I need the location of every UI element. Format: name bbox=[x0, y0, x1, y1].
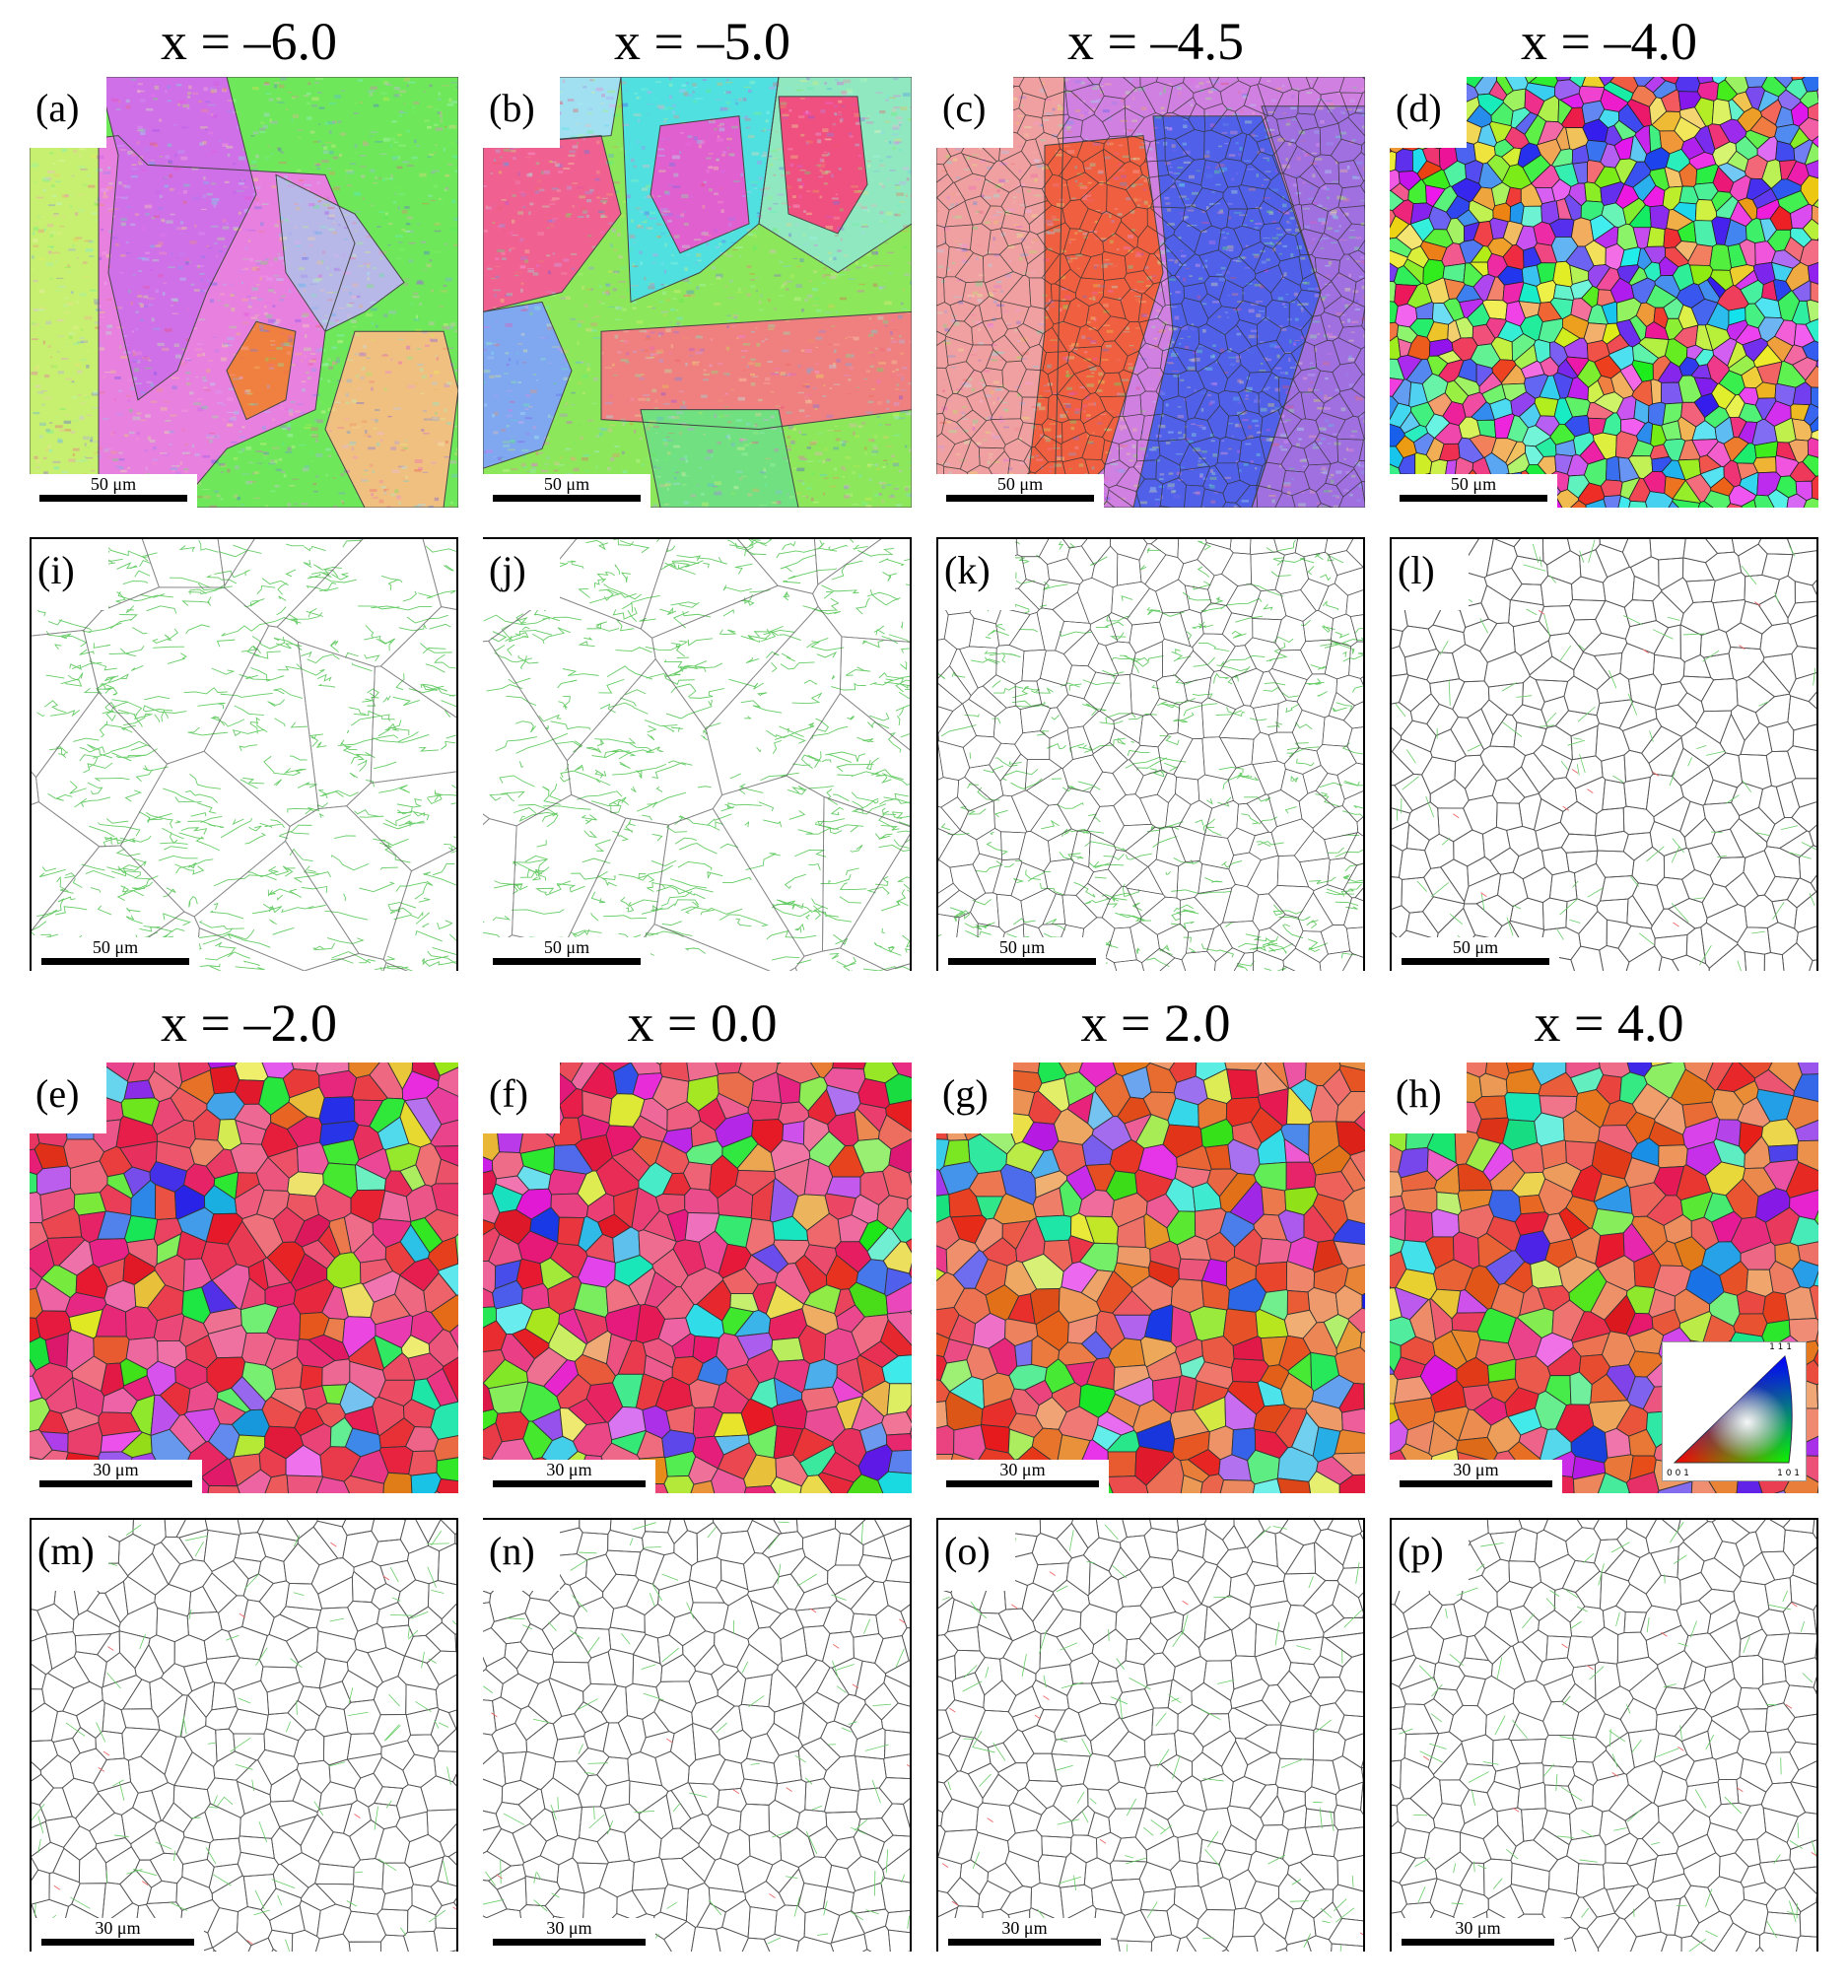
ebsd-map-g: (g) 30 μm bbox=[936, 1063, 1365, 1493]
boundary-map-m: (m) 30 μm bbox=[30, 1518, 458, 1952]
panel-label: (g) bbox=[942, 1071, 989, 1116]
panel-label: (p) bbox=[1398, 1529, 1444, 1573]
panel-label: (f) bbox=[489, 1071, 528, 1116]
panel-label: (a) bbox=[35, 86, 80, 130]
boundary-map-k: (k) 50 μm bbox=[936, 537, 1365, 971]
panel-label: (j) bbox=[489, 548, 526, 592]
boundary-map-o: (o) 30 μm bbox=[936, 1518, 1365, 1952]
scale-bar: 30 μm bbox=[32, 1918, 204, 1952]
scale-bar: 50 μm bbox=[483, 937, 650, 971]
column-title: x = –4.5 bbox=[1067, 12, 1244, 71]
scale-bar: 30 μm bbox=[483, 1918, 655, 1952]
boundary-map-j: (j) 50 μm bbox=[483, 537, 912, 971]
scale-bar: 50 μm bbox=[483, 474, 650, 508]
panel-label: (d) bbox=[1396, 86, 1442, 130]
boundary-map-n: (n) 30 μm bbox=[483, 1518, 912, 1952]
scale-bar: 50 μm bbox=[32, 937, 199, 971]
scale-bar: 50 μm bbox=[1390, 474, 1557, 508]
ebsd-map-e: (e) 30 μm bbox=[30, 1063, 458, 1493]
ebsd-map-f: (f) 30 μm bbox=[483, 1063, 912, 1493]
microstructure-texture bbox=[1390, 77, 1818, 508]
ipf-label-001: 0 0 1 bbox=[1667, 1469, 1689, 1478]
panel-label: (i) bbox=[37, 548, 75, 592]
scale-bar: 30 μm bbox=[483, 1460, 655, 1493]
column-title: x = –5.0 bbox=[614, 12, 790, 71]
scale-bar: 30 μm bbox=[936, 1460, 1109, 1493]
boundary-map-l: (l) 50 μm bbox=[1390, 537, 1818, 971]
boundary-map-i: (i) 50 μm bbox=[30, 537, 458, 971]
scale-bar: 50 μm bbox=[30, 474, 197, 508]
column-title: x = 4.0 bbox=[1534, 994, 1684, 1053]
scale-bar: 50 μm bbox=[938, 937, 1106, 971]
column-title: x = 0.0 bbox=[627, 994, 778, 1053]
panel-label: (e) bbox=[35, 1071, 80, 1116]
column-title: x = 2.0 bbox=[1080, 994, 1231, 1053]
column-title: x = –2.0 bbox=[161, 994, 337, 1053]
microstructure-texture bbox=[30, 77, 458, 508]
microstructure-texture bbox=[483, 77, 912, 508]
microstructure-texture bbox=[1392, 1520, 1816, 1952]
panel-label: (h) bbox=[1396, 1071, 1442, 1116]
scale-bar: 50 μm bbox=[1392, 937, 1559, 971]
panel-label: (c) bbox=[942, 86, 987, 130]
ipf-label-111: 1 1 1 bbox=[1769, 1342, 1792, 1352]
microstructure-texture bbox=[483, 539, 910, 971]
scale-bar: 30 μm bbox=[1390, 1460, 1562, 1493]
panel-label: (n) bbox=[489, 1529, 535, 1573]
ebsd-map-d: (d) 50 μm bbox=[1390, 77, 1818, 508]
scale-bar: 50 μm bbox=[936, 474, 1104, 508]
ipf-label-101: 1 0 1 bbox=[1777, 1469, 1800, 1478]
ebsd-map-a: (a) 50 μm bbox=[30, 77, 458, 508]
scale-bar: 30 μm bbox=[938, 1918, 1111, 1952]
ebsd-map-h: (h) 30 μm 1 1 1 0 0 1 bbox=[1390, 1063, 1818, 1493]
panel-label: (b) bbox=[489, 86, 535, 130]
panel-label: (m) bbox=[37, 1529, 95, 1573]
panel-label: (k) bbox=[944, 548, 991, 592]
column-title: x = –4.0 bbox=[1521, 12, 1697, 71]
microstructure-texture bbox=[936, 1063, 1365, 1493]
scale-bar: 30 μm bbox=[30, 1460, 202, 1493]
ipf-color-key: 1 1 1 0 0 1 1 0 1 bbox=[1662, 1341, 1807, 1481]
microstructure-texture bbox=[938, 539, 1363, 971]
column-title: x = –6.0 bbox=[161, 12, 337, 71]
ebsd-map-b: (b) 50 μm bbox=[483, 77, 912, 508]
scale-bar: 30 μm bbox=[1392, 1918, 1564, 1952]
microstructure-texture bbox=[32, 539, 456, 971]
boundary-map-p: (p) 30 μm bbox=[1390, 1518, 1818, 1952]
ebsd-map-c: (c) 50 μm bbox=[936, 77, 1365, 508]
panel-label: (o) bbox=[944, 1529, 991, 1573]
panel-label: (l) bbox=[1398, 548, 1435, 592]
